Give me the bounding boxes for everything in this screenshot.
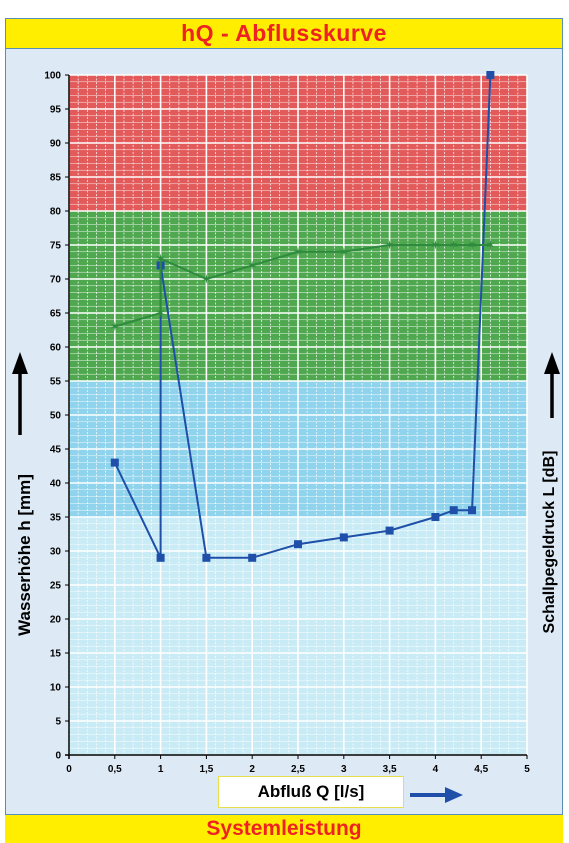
data-point: ✶ <box>201 273 212 288</box>
x-tick-label: 4,5 <box>474 764 488 775</box>
data-point: ✶ <box>448 239 459 254</box>
x-axis-label-box: Abfluß Q [l/s] <box>218 776 404 808</box>
series-line <box>114 244 491 328</box>
y-tick-label: 15 <box>50 649 62 660</box>
x-tick-label: 1 <box>158 764 164 775</box>
y-tick-label: 60 <box>50 343 62 354</box>
data-point: ✶ <box>430 239 441 254</box>
y-tick-label: 40 <box>50 479 62 490</box>
footer-bar: Systemleistung <box>5 815 563 843</box>
y-tick-label: 50 <box>50 411 62 422</box>
up-arrow-icon <box>12 352 28 374</box>
y-tick-label: 75 <box>50 241 62 252</box>
x-tick-label: 3 <box>341 764 347 775</box>
data-point <box>486 71 495 79</box>
y-tick-label: 20 <box>50 615 62 626</box>
data-point <box>385 526 394 535</box>
footer-label: Systemleistung <box>206 817 362 840</box>
data-point: ✶ <box>338 245 349 260</box>
data-point <box>202 553 211 562</box>
y-tick-label: 5 <box>55 717 61 728</box>
y-tick-label: 70 <box>50 275 62 286</box>
x-tick-label: 5 <box>524 764 530 775</box>
y-tick-label: 65 <box>50 309 62 320</box>
data-point <box>431 513 440 521</box>
y-tick-label: 85 <box>50 173 62 184</box>
x-tick-label: 0,5 <box>108 764 122 775</box>
data-point: ✶ <box>384 239 395 254</box>
x-tick-label: 4 <box>433 764 439 775</box>
data-point: ✶ <box>155 252 166 267</box>
y-tick-label: 95 <box>50 105 62 116</box>
data-point <box>156 553 165 562</box>
data-point: ✶ <box>293 245 304 260</box>
y-axis-label-right: Schallpegeldruck L [dB] <box>541 450 558 634</box>
data-point <box>339 533 348 542</box>
y-tick-label: 30 <box>50 547 62 558</box>
y-tick-label: 45 <box>50 445 62 456</box>
x-tick-label: 0 <box>66 764 72 775</box>
title-bar: hQ - Abflusskurve <box>5 18 563 49</box>
y-tick-label: 0 <box>55 751 61 762</box>
data-point <box>294 540 302 549</box>
up-arrow-icon <box>544 352 560 374</box>
y-tick-label: 55 <box>50 377 62 388</box>
x-tick-label: 1,5 <box>199 764 213 775</box>
chart-title: hQ - Abflusskurve <box>181 20 387 46</box>
data-point <box>110 458 119 467</box>
data-point: ✶ <box>247 259 258 274</box>
y-tick-label: 10 <box>50 683 62 694</box>
y-tick-label: 90 <box>50 139 62 150</box>
x-axis-label: Abfluß Q [l/s] <box>257 782 365 801</box>
right-arrow-icon <box>445 787 463 803</box>
x-tick-label: 3,5 <box>383 764 397 775</box>
data-point: ✶ <box>467 239 478 254</box>
data-point: ✶ <box>109 320 120 335</box>
data-point <box>248 553 257 562</box>
data-point: ✶ <box>155 307 166 322</box>
x-tick-label: 2 <box>249 764 255 775</box>
y-axis-label: Wasserhöhe h [mm] <box>15 474 34 636</box>
y-tick-label: 80 <box>50 207 62 218</box>
data-point <box>468 506 477 515</box>
data-point <box>449 506 458 515</box>
y-tick-label: 25 <box>50 581 62 592</box>
y-tick-label: 100 <box>44 71 61 82</box>
x-tick-label: 2,5 <box>291 764 305 775</box>
y-tick-label: 35 <box>50 513 62 524</box>
data-point: ✶ <box>485 239 496 254</box>
